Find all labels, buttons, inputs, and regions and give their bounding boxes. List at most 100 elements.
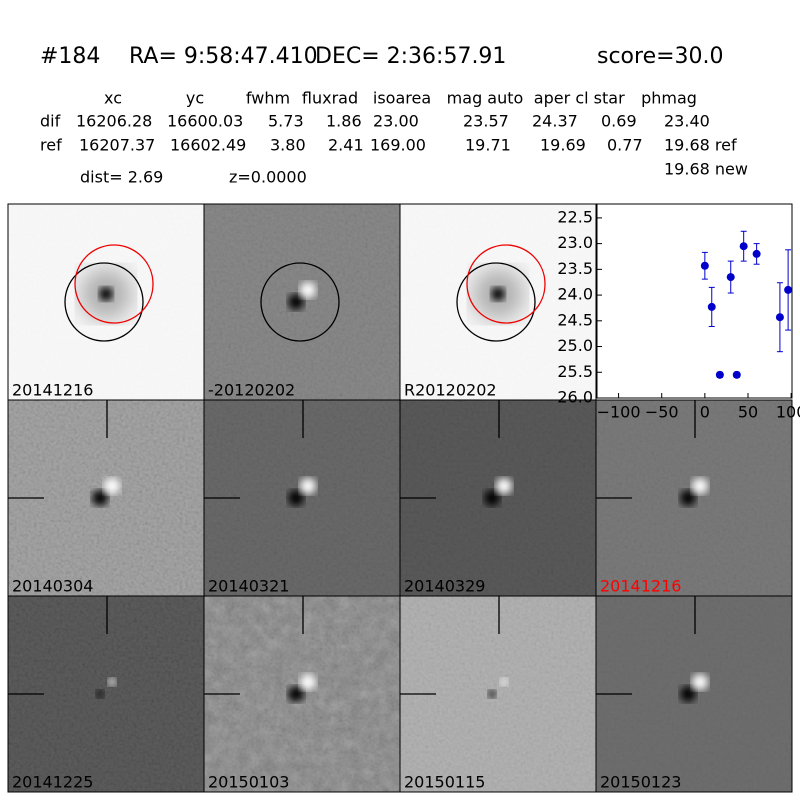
point: [700, 261, 709, 270]
y-tick-label: 25.0: [557, 336, 593, 355]
score: score=30.0: [597, 44, 724, 69]
stamp-label: -20120202: [208, 381, 295, 400]
plot-frame: [596, 203, 793, 399]
redshift: z=0.0000: [229, 168, 307, 187]
y-tick-label: 24.0: [557, 285, 593, 304]
table-cell: 23.57: [463, 112, 509, 131]
point: [732, 370, 741, 379]
point: [707, 302, 716, 311]
positive: [692, 478, 708, 494]
table-cell: 19.69: [540, 136, 586, 155]
point: [784, 285, 792, 294]
table-cell: 23.00: [373, 112, 419, 131]
y-tick-label: 24.5: [557, 310, 593, 329]
row-label: ref: [40, 136, 62, 155]
positive: [108, 678, 116, 686]
stamp-label: 20140304: [12, 577, 93, 596]
column-header: phmag: [641, 89, 697, 108]
positive: [300, 674, 316, 690]
stamp-frame: [595, 595, 793, 793]
table-cell: 16207.37: [79, 136, 155, 155]
plot-bg: [597, 204, 792, 398]
stamp: R20120202: [399, 203, 597, 401]
x-tick-label: 100: [776, 403, 800, 422]
stamp: 20150103: [203, 595, 401, 793]
stamp: 20150123: [595, 595, 793, 793]
column-header: mag auto: [447, 89, 524, 108]
stamp: 20140321: [203, 399, 401, 597]
dist: dist= 2.69: [80, 168, 163, 187]
dec: DEC= 2:36:57.91: [315, 44, 506, 69]
table-cell: 16600.03: [167, 112, 243, 131]
source: [99, 287, 113, 301]
aperture: [74, 244, 154, 324]
stamp-label: 20141216: [600, 577, 681, 596]
stamp: 20141225: [7, 595, 205, 793]
table-cell: 3.80: [270, 136, 306, 155]
positive: [104, 478, 120, 494]
y-tick-label: 25.5: [557, 362, 593, 381]
y-tick-label: 22.5: [557, 207, 593, 226]
negative: [288, 294, 304, 310]
negative: [288, 490, 304, 506]
stamp-label: R20120202: [404, 381, 497, 400]
negative: [488, 690, 496, 698]
x-tick-label: 0: [700, 403, 710, 422]
table-cell: 19.71: [465, 136, 511, 155]
point: [775, 313, 784, 322]
table-cell: 5.73: [268, 112, 304, 131]
point: [726, 273, 735, 282]
stamp: 20140304: [7, 399, 205, 597]
table-note: 19.68 new: [664, 160, 748, 179]
row-label: dif: [40, 112, 61, 131]
negative: [92, 490, 108, 506]
point: [715, 370, 724, 379]
y-tick-label: 23.0: [557, 233, 593, 252]
stamp: -20120202: [203, 203, 401, 401]
x-tick-label: −100: [597, 403, 641, 422]
positive: [300, 282, 316, 298]
aperture: [260, 262, 340, 342]
column-header: isoarea: [373, 89, 431, 108]
table-cell: 2.41: [328, 136, 364, 155]
table-cell: 16602.49: [170, 136, 246, 155]
negative: [288, 686, 304, 702]
column-header: cl star: [575, 89, 625, 108]
table-cell: 19.68 ref: [664, 136, 737, 155]
positive: [300, 478, 316, 494]
table-cell: 1.86: [326, 112, 362, 131]
table-cell: 0.69: [601, 112, 637, 131]
aperture: [456, 262, 536, 342]
negative: [484, 490, 500, 506]
positive: [500, 678, 508, 686]
table-cell: 0.77: [607, 136, 643, 155]
stamp: 20141216: [7, 203, 205, 401]
table-cell: 16206.28: [76, 112, 152, 131]
stamp-label: 20141216: [12, 381, 93, 400]
stamp-label: 20140329: [404, 577, 485, 596]
column-header: fwhm: [246, 89, 290, 108]
negative: [680, 686, 696, 702]
stamp-label: 20141225: [12, 773, 93, 792]
point: [739, 242, 748, 251]
aperture: [64, 262, 144, 342]
stamp: 20141216: [595, 399, 793, 597]
stamp-label: 20150123: [600, 773, 681, 792]
table-cell: 23.40: [664, 112, 710, 131]
stamp: 20150115: [399, 595, 597, 793]
x-tick-label: 50: [738, 403, 758, 422]
positive: [692, 674, 708, 690]
series: [700, 230, 792, 379]
column-header: xc: [104, 89, 122, 108]
candidate-id: #184: [40, 44, 100, 69]
positive: [496, 478, 512, 494]
table-cell: 169.00: [370, 136, 426, 155]
y-tick-label: 26.0: [557, 388, 593, 407]
table-cell: 24.37: [532, 112, 578, 131]
y-tick-label: 23.5: [557, 259, 593, 278]
stamp: 20140329: [399, 399, 597, 597]
aperture: [466, 244, 546, 324]
x-tick-label: −50: [645, 403, 679, 422]
negative: [680, 490, 696, 506]
